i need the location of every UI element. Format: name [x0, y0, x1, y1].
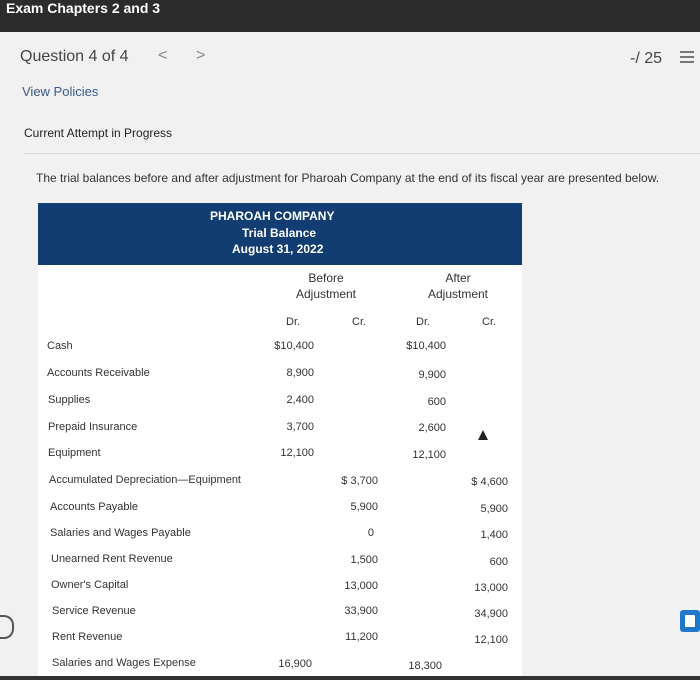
pin-icon[interactable] — [0, 615, 14, 639]
before-cr-value: 13,000 — [344, 580, 378, 592]
statement-name: Trial Balance — [242, 226, 317, 240]
row-label: Cash — [47, 340, 73, 352]
row-label: Rent Revenue — [52, 631, 123, 643]
row-label: Salaries and Wages Expense — [52, 657, 196, 669]
before-cr-value: 1,500 — [350, 554, 378, 566]
top-bar: Exam Chapters 2 and 3 — [0, 0, 700, 32]
score: -/ 25 — [629, 50, 662, 67]
before-dr-value: $10,400 — [274, 340, 314, 352]
question-nav: Question 4 of 4 < > — [20, 47, 205, 66]
after-dr-value: $10,400 — [406, 340, 446, 352]
mouse-pointer-icon — [478, 430, 488, 440]
row-label: Accumulated Depreciation—Equipment — [49, 474, 241, 486]
question-intro: The trial balances before and after adju… — [36, 171, 660, 185]
row-label: Unearned Rent Revenue — [51, 553, 173, 565]
after-dr-value: 2,600 — [418, 422, 446, 434]
before-adjustment-heading: Before Adjustment — [288, 270, 364, 302]
after-dr-heading: Dr. — [416, 316, 431, 328]
next-question-button[interactable]: > — [196, 47, 206, 64]
before-heading-line2: Adjustment — [295, 287, 357, 301]
after-adjustment-heading: After Adjustment — [420, 270, 496, 302]
exam-title: Exam Chapters 2 and 3 — [6, 0, 161, 16]
before-dr-value: 3,700 — [286, 421, 314, 433]
row-label: Accounts Receivable — [47, 367, 150, 379]
row-label: Equipment — [48, 447, 101, 459]
before-dr-value: 12,100 — [280, 447, 314, 459]
after-heading-line1: After — [445, 271, 471, 285]
trial-balance-table: PHAROAH COMPANY Trial Balance August 31,… — [38, 203, 522, 680]
side-panel-icon[interactable] — [680, 610, 700, 632]
statement-date: August 31, 2022 — [232, 242, 324, 256]
before-cr-value: $ 3,700 — [341, 475, 378, 487]
after-cr-value: 1,400 — [480, 529, 508, 541]
company-name: PHAROAH COMPANY — [210, 209, 335, 223]
attempt-status: Current Attempt in Progress — [24, 126, 173, 140]
after-cr-value: 600 — [489, 556, 508, 568]
after-dr-value: 600 — [427, 396, 446, 408]
row-label: Supplies — [48, 394, 91, 406]
row-label: Accounts Payable — [50, 501, 139, 513]
after-dr-value: 9,900 — [418, 369, 446, 381]
after-cr-value: 34,900 — [474, 608, 508, 620]
after-cr-heading: Cr. — [482, 316, 497, 328]
divider — [24, 153, 700, 154]
row-label: Prepaid Insurance — [48, 421, 138, 433]
before-cr-value: 33,900 — [344, 605, 378, 617]
before-dr-heading: Dr. — [286, 316, 301, 328]
row-label: Service Revenue — [52, 605, 136, 617]
question-counter: Question 4 of 4 — [20, 48, 129, 65]
row-label: Salaries and Wages Payable — [50, 527, 191, 539]
after-dr-value: 12,100 — [412, 449, 446, 461]
bottom-edge — [0, 676, 700, 680]
prev-question-button[interactable]: < — [158, 47, 168, 64]
after-dr-value: 18,300 — [408, 660, 442, 672]
after-cr-value: 13,000 — [474, 582, 508, 594]
before-cr-heading: Cr. — [352, 316, 367, 328]
after-cr-value: 5,900 — [480, 503, 508, 515]
before-cr-value: 11,200 — [345, 631, 378, 643]
table-header: PHAROAH COMPANY Trial Balance August 31,… — [38, 203, 522, 265]
after-heading-line2: Adjustment — [427, 287, 489, 301]
view-policies-link[interactable]: View Policies — [22, 84, 99, 99]
before-cr-value: 0 — [367, 527, 374, 539]
row-label: Owner's Capital — [51, 579, 129, 591]
before-heading-line1: Before — [308, 271, 344, 285]
before-dr-value: 8,900 — [286, 367, 314, 379]
after-cr-value: $ 4,600 — [471, 476, 508, 488]
after-cr-value: 12,100 — [474, 634, 508, 646]
before-dr-value: 2,400 — [286, 394, 314, 406]
before-dr-value: 16,900 — [278, 658, 312, 670]
before-cr-value: 5,900 — [350, 501, 378, 513]
menu-list-icon[interactable] — [680, 50, 694, 64]
